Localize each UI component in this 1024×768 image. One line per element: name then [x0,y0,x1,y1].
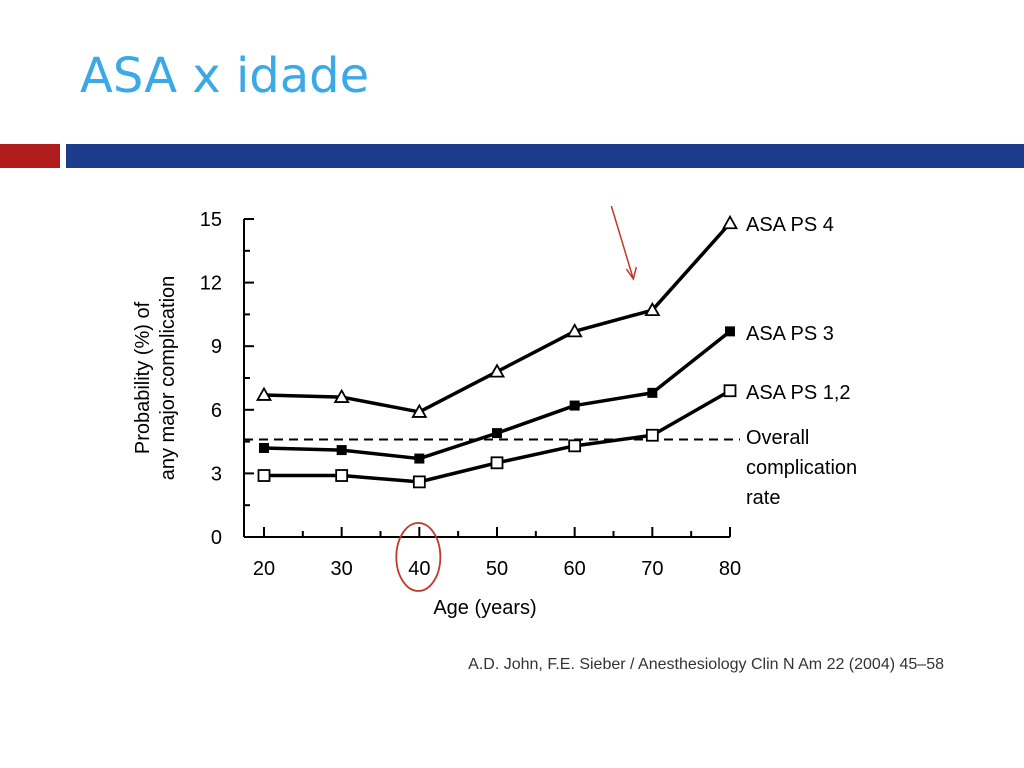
overall-rate-label: Overall [746,427,809,449]
data-point-triangle [411,403,428,418]
x-tick-label: 50 [486,558,508,580]
overall-rate-label: complication [746,457,857,479]
series-label: ASA PS 4 [746,214,834,236]
x-tick-label: 70 [641,558,663,580]
data-point-triangle [333,388,350,403]
series-line [263,222,732,414]
y-tick-label: 9 [211,336,222,358]
y-axis-label: Probability (%) of any major complication [132,276,179,481]
header-bar-red [0,144,60,168]
data-point-square-open [490,456,504,470]
slide-title: ASA x idade [80,48,370,104]
x-tick-label: 40 [408,558,430,580]
data-point-square-open [335,469,349,482]
x-tick-label: 30 [331,558,353,580]
data-point-square-filled [259,442,269,453]
highlight-circle [395,522,442,592]
x-tick-label: 80 [719,558,741,580]
data-point-square-open [412,475,426,489]
x-axis-label: Age (years) [433,597,536,619]
series-label: ASA PS 3 [746,323,834,345]
data-point-square-filled [725,326,735,337]
data-point-square-filled [647,387,658,398]
overall-rate-label: rate [746,487,780,509]
data-point-triangle [488,363,506,378]
citation: A.D. John, F.E. Sieber / Anesthesiology … [468,656,944,673]
series-label: ASA PS 1,2 [746,382,851,404]
y-tick-label: 15 [200,209,222,231]
data-point-square-open [568,439,582,453]
data-point-triangle [255,386,273,401]
y-axis-label-line: Probability (%) of [132,301,154,454]
data-point-square-open [723,384,737,398]
y-axis-label-line: any major complication [157,276,179,481]
annotation-arrow [610,205,635,280]
data-point-triangle [566,323,583,338]
data-point-square-open [257,469,271,482]
data-point-square-open [645,428,659,442]
y-tick-label: 3 [211,463,222,485]
annotation-arrow-head [625,266,638,281]
data-point-square-filled [492,428,502,439]
x-tick-label: 60 [564,558,586,580]
y-tick-label: 6 [211,400,222,422]
data-point-square-filled [569,400,580,411]
data-point-square-filled [336,445,347,456]
header-bar-blue [66,144,1024,168]
y-tick-label: 0 [211,527,222,549]
data-point-triangle [644,301,661,317]
y-tick-label: 12 [200,273,222,295]
data-point-square-filled [414,453,425,464]
series-line [263,329,732,461]
data-point-triangle [721,214,739,230]
x-tick-label: 20 [253,558,275,580]
